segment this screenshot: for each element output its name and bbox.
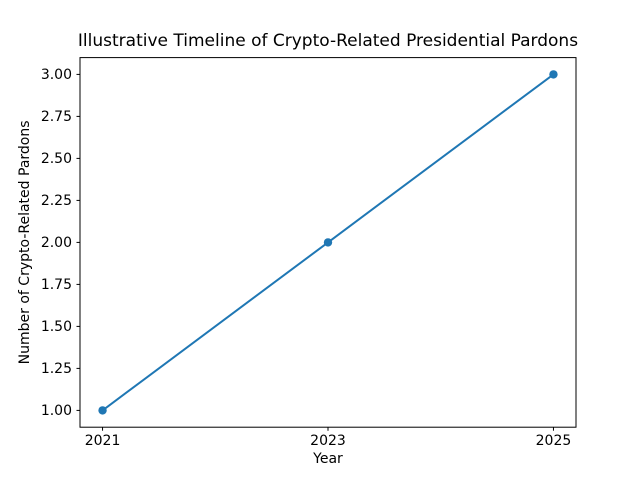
y-axis-label: Number of Crypto-Related Pardons [17,120,33,364]
y-tick-label: 2.25 [41,193,72,209]
y-tick-label: 2.75 [41,109,72,125]
chart-title: Illustrative Timeline of Crypto-Related … [78,31,578,51]
y-tick-label: 1.50 [41,319,72,335]
data-point [98,406,107,415]
data-point [323,238,333,247]
x-tick-label: 2025 [536,433,572,449]
plot-area: 2021 2023 2025 1.00 1.25 1.50 1.75 2.00 2.25 2.50… [41,57,577,449]
x-axis-label: Year [312,451,343,467]
data-point [549,70,558,79]
y-tick-label: 3.00 [41,67,72,83]
y-tick-label: 1.00 [41,403,72,419]
y-tick-label: 2.50 [41,151,72,167]
x-tick-label: 2023 [310,433,346,449]
x-tick-label: 2021 [85,433,121,449]
y-tick-label: 1.75 [41,277,72,293]
y-tick-label: 1.25 [41,361,72,377]
y-tick-label: 2.00 [41,235,72,251]
